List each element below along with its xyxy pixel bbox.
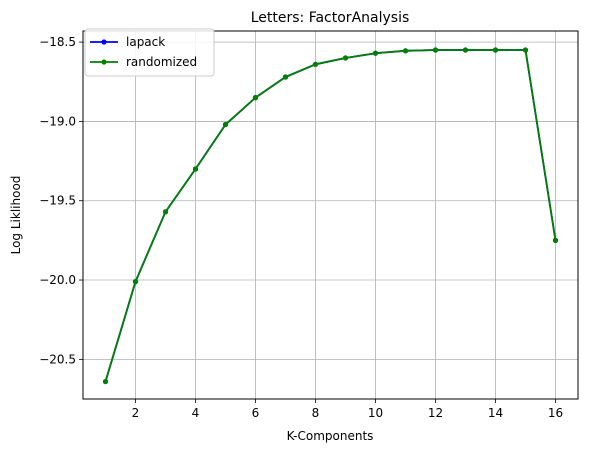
y-tick-label: −20.0 <box>39 273 76 287</box>
legend-label-randomized: randomized <box>126 55 197 69</box>
y-tick-label: −18.5 <box>39 35 76 49</box>
data-point-randomized <box>312 61 319 67</box>
y-tick-label: −19.5 <box>39 194 76 208</box>
y-tick-label: −20.5 <box>39 352 76 366</box>
data-point-randomized <box>252 95 259 101</box>
x-axis-ticks: 2 4 6 8 10 12 14 16 <box>132 399 563 420</box>
series-line-randomized <box>104 49 557 382</box>
y-axis-label: Log Liklihood <box>9 176 23 255</box>
series-layer <box>102 47 559 385</box>
y-axis-ticks: −20.5 −20.0 −19.5 −19.0 −18.5 <box>39 35 83 366</box>
x-tick-label: 16 <box>548 406 563 420</box>
data-point-randomized <box>522 47 529 53</box>
data-point-randomized <box>102 378 109 385</box>
x-tick-label: 14 <box>488 406 503 420</box>
x-tick-label: 8 <box>312 406 320 420</box>
data-point-randomized <box>162 209 169 215</box>
data-point-randomized <box>222 121 229 128</box>
x-tick-label: 4 <box>192 406 200 420</box>
data-point-randomized <box>492 47 499 53</box>
x-tick-label: 6 <box>252 406 260 420</box>
data-point-randomized <box>342 55 349 61</box>
data-point-randomized <box>372 50 379 56</box>
data-point-randomized <box>402 48 409 54</box>
data-point-randomized <box>282 74 289 80</box>
x-tick-label: 10 <box>368 406 383 420</box>
data-point-randomized <box>462 47 469 53</box>
legend-label-lapack: lapack <box>126 35 165 49</box>
grid <box>83 31 578 399</box>
legend-marker-lapack <box>101 39 107 45</box>
legend-frame <box>84 28 215 77</box>
legend: lapack randomized <box>84 28 215 77</box>
plot-frame <box>82 30 579 400</box>
chart-title: Letters: FactorAnalysis <box>251 10 410 26</box>
x-tick-label: 2 <box>132 406 140 420</box>
legend-marker-randomized <box>101 59 107 65</box>
data-point-randomized <box>432 47 439 53</box>
x-tick-label: 12 <box>428 406 443 420</box>
data-point-randomized <box>552 237 559 243</box>
data-point-randomized <box>192 166 199 172</box>
y-tick-label: −19.0 <box>39 114 76 128</box>
data-point-randomized <box>132 279 139 285</box>
x-axis-label: K-Components <box>287 429 374 443</box>
